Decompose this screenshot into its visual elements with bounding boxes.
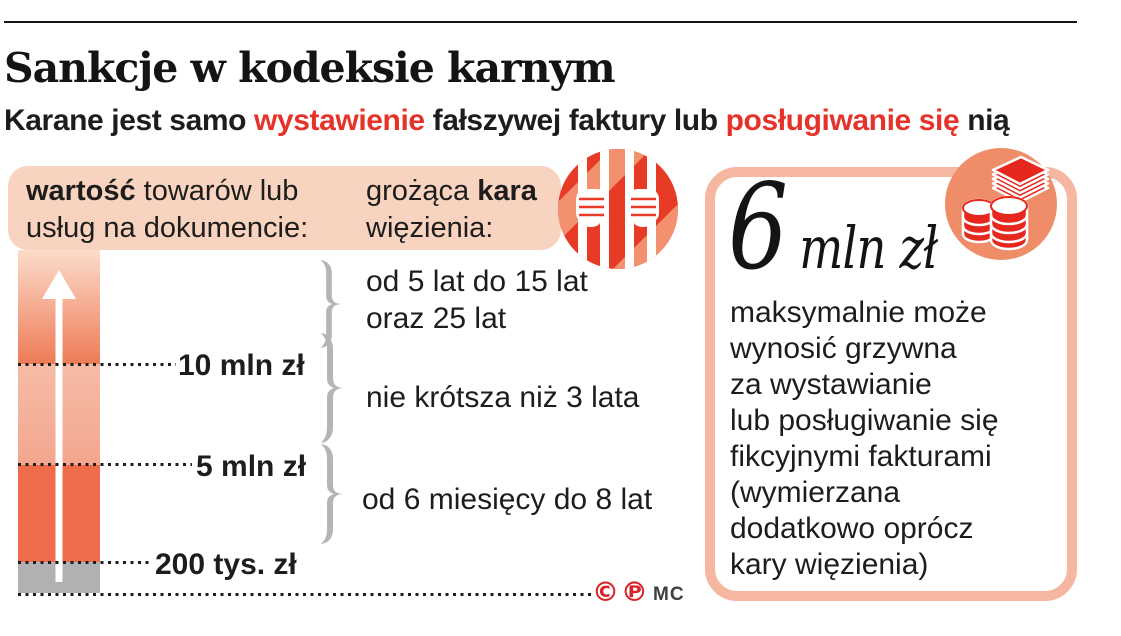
money-stack-icon xyxy=(945,148,1057,260)
penalty-label-line2: więzienia: xyxy=(366,212,494,244)
fine-amount-number: 6 xyxy=(728,158,789,296)
brace-bottom xyxy=(321,444,343,544)
credit-initials: MC xyxy=(653,584,685,605)
value-label-rest: towarów lub xyxy=(135,175,299,207)
fist-right xyxy=(628,189,659,227)
penalty-label-bold: kara xyxy=(477,175,537,207)
subtitle-part: nią xyxy=(959,104,1010,137)
subtitle-highlight: wystawienie xyxy=(254,104,425,137)
penalty-text-middle: nie krótsza niż 3 lata xyxy=(366,381,640,414)
value-label-bold: wartość xyxy=(26,175,136,207)
phonogram-icon: ℗ xyxy=(621,577,648,608)
subtitle: Karane jest samo wystawienie fałszywej f… xyxy=(4,104,1010,138)
prison-bars-icon xyxy=(558,149,678,269)
brace-middle xyxy=(321,333,343,443)
coin-stack-front xyxy=(989,195,1029,251)
fine-amount-unit: mln zł xyxy=(799,214,938,282)
penalty-label-pre: grożąca xyxy=(366,175,478,207)
page-title: Sankcje w kodeksie karnym xyxy=(4,44,616,92)
fist-left xyxy=(576,189,607,227)
fine-amount: 6 mln zł xyxy=(728,158,938,296)
threshold-line-200tys xyxy=(18,561,153,564)
penalty-axis-label: grożąca kara więzienia: xyxy=(366,173,537,247)
value-label-line2: usług na dokumencie: xyxy=(26,212,309,244)
subtitle-part: Karane jest samo xyxy=(4,104,254,137)
brace-top xyxy=(320,260,342,348)
header-rule xyxy=(4,21,1077,23)
subtitle-highlight: posługiwanie się xyxy=(725,104,960,137)
tick-label-10mln: 10 mln zł xyxy=(178,349,305,382)
tick-label-200tys: 200 tys. zł xyxy=(155,548,297,581)
threshold-line-5mln xyxy=(18,463,192,466)
value-axis-label: wartość towarów lub usług na dokumencie: xyxy=(26,173,308,247)
baseline-dotted-line xyxy=(18,593,592,596)
copyright-icon: © xyxy=(592,577,619,608)
scale-header-band: wartość towarów lub usług na dokumencie:… xyxy=(8,166,561,250)
subtitle-part: fałszywej faktury lub xyxy=(424,104,726,137)
threshold-line-10mln xyxy=(18,363,176,366)
tick-label-5mln: 5 mln zł xyxy=(196,450,307,483)
fine-description: maksymalnie może wynosić grzywna za wyst… xyxy=(730,296,999,581)
penalty-text-top: od 5 lat do 15 lat oraz 25 lat xyxy=(366,265,588,335)
up-arrow-icon xyxy=(42,270,76,582)
penalty-text-bottom: od 6 miesięcy do 8 lat xyxy=(362,483,653,516)
